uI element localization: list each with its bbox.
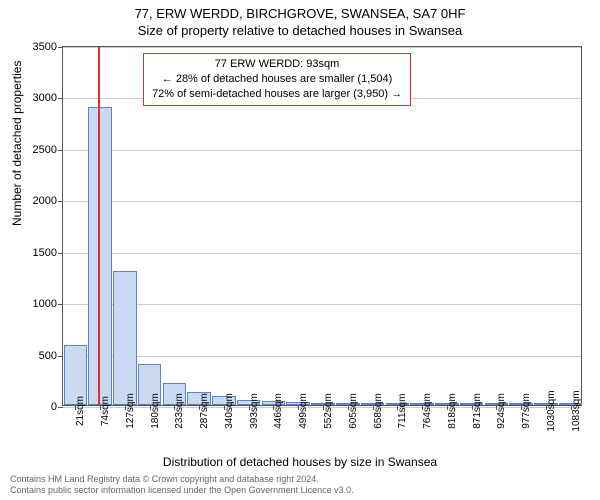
y-tick-label: 3000 bbox=[33, 92, 57, 104]
y-tick-mark bbox=[58, 407, 63, 408]
y-tick-label: 2000 bbox=[33, 195, 57, 207]
x-tick-label: 871sqm bbox=[472, 393, 483, 429]
y-tick-label: 1000 bbox=[33, 298, 57, 310]
marker-line bbox=[98, 47, 100, 405]
grid-line bbox=[63, 253, 581, 254]
info-box: 77 ERW WERDD: 93sqm ← 28% of detached ho… bbox=[143, 53, 411, 106]
chart-plot-area: 050010001500200025003000350021sqm74sqm12… bbox=[62, 46, 582, 406]
x-tick-label: 233sqm bbox=[174, 393, 185, 429]
y-tick-label: 500 bbox=[39, 350, 57, 362]
y-tick-label: 3500 bbox=[33, 41, 57, 53]
grid-line bbox=[63, 150, 581, 151]
histogram-bar bbox=[113, 271, 137, 405]
chart-container: 77, ERW WERDD, BIRCHGROVE, SWANSEA, SA7 … bbox=[0, 0, 600, 500]
x-tick-label: 180sqm bbox=[150, 393, 161, 429]
x-tick-label: 1083sqm bbox=[571, 390, 582, 431]
y-tick-mark bbox=[58, 98, 63, 99]
footer-line-1: Contains HM Land Registry data © Crown c… bbox=[10, 474, 354, 485]
x-axis-label: Distribution of detached houses by size … bbox=[0, 455, 600, 469]
y-tick-mark bbox=[58, 150, 63, 151]
y-tick-mark bbox=[58, 201, 63, 202]
x-tick-label: 74sqm bbox=[100, 396, 111, 426]
y-tick-label: 1500 bbox=[33, 247, 57, 259]
x-tick-label: 658sqm bbox=[373, 393, 384, 429]
x-tick-label: 340sqm bbox=[224, 393, 235, 429]
x-tick-label: 446sqm bbox=[273, 393, 284, 429]
y-axis-label: Number of detached properties bbox=[10, 61, 24, 226]
info-line-1: 77 ERW WERDD: 93sqm bbox=[152, 57, 402, 72]
x-tick-label: 818sqm bbox=[447, 393, 458, 429]
x-tick-label: 393sqm bbox=[249, 393, 260, 429]
grid-line bbox=[63, 356, 581, 357]
footer-line-2: Contains public sector information licen… bbox=[10, 485, 354, 496]
y-tick-label: 2500 bbox=[33, 144, 57, 156]
grid-line bbox=[63, 201, 581, 202]
x-tick-label: 711sqm bbox=[397, 394, 408, 429]
x-tick-label: 21sqm bbox=[75, 396, 86, 426]
footer: Contains HM Land Registry data © Crown c… bbox=[10, 474, 354, 497]
title-sub: Size of property relative to detached ho… bbox=[0, 21, 600, 38]
x-tick-label: 499sqm bbox=[298, 393, 309, 429]
info-line-2: ← 28% of detached houses are smaller (1,… bbox=[152, 72, 402, 87]
grid-line bbox=[63, 47, 581, 48]
y-tick-mark bbox=[58, 253, 63, 254]
title-main: 77, ERW WERDD, BIRCHGROVE, SWANSEA, SA7 … bbox=[0, 0, 600, 21]
grid-line bbox=[63, 304, 581, 305]
x-tick-label: 287sqm bbox=[199, 393, 210, 429]
y-tick-mark bbox=[58, 304, 63, 305]
x-tick-label: 924sqm bbox=[496, 393, 507, 429]
y-tick-mark bbox=[58, 47, 63, 48]
y-tick-mark bbox=[58, 356, 63, 357]
x-tick-label: 1030sqm bbox=[546, 390, 557, 431]
y-tick-label: 0 bbox=[51, 401, 57, 413]
x-tick-label: 764sqm bbox=[422, 393, 433, 429]
x-tick-label: 605sqm bbox=[348, 393, 359, 429]
x-tick-label: 127sqm bbox=[125, 393, 136, 429]
x-tick-label: 552sqm bbox=[323, 393, 334, 429]
x-tick-label: 977sqm bbox=[521, 393, 532, 429]
info-line-3: 72% of semi-detached houses are larger (… bbox=[152, 87, 402, 102]
